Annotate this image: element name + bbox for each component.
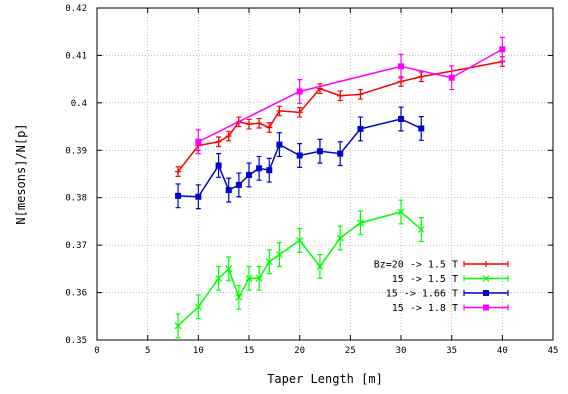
- data-point: [337, 92, 344, 99]
- data-point: [397, 208, 405, 216]
- x-tick-label: 45: [548, 346, 559, 356]
- x-tick-label: 15: [244, 346, 255, 356]
- y-tick-label: 0.38: [65, 194, 87, 204]
- data-point: [296, 236, 304, 244]
- data-point: [246, 121, 252, 128]
- data-point: [256, 120, 263, 127]
- data-point: [296, 109, 303, 116]
- data-point: [296, 152, 303, 159]
- data-point: [175, 168, 182, 175]
- plot-frame: [96, 7, 554, 341]
- data-point: [398, 115, 404, 122]
- data-point: [336, 234, 344, 242]
- legend-line-cap: [463, 304, 509, 311]
- data-point: [316, 148, 323, 155]
- x-tick-label: 25: [345, 346, 356, 356]
- data-point: [398, 63, 404, 70]
- data-point: [246, 171, 252, 178]
- data-point: [276, 141, 283, 148]
- data-point: [357, 219, 364, 227]
- y-axis-label: N[mesons]/N[p]: [14, 123, 28, 224]
- data-point: [275, 251, 283, 259]
- data-point: [245, 274, 253, 282]
- data-point: [195, 138, 202, 145]
- y-tick-label: 0.42: [65, 4, 87, 14]
- data-point: [483, 261, 489, 267]
- data-point: [499, 46, 506, 53]
- axis-ticks: 0 5 10 15 20 25 30 35 40 45 0.35 0.36 0.37 0.38 0.39 0.…: [65, 4, 558, 356]
- x-tick-label: 30: [396, 346, 407, 356]
- data-point: [215, 162, 222, 169]
- series-2: [174, 199, 425, 339]
- legend-label: 15 -> 1.66 T: [386, 289, 458, 300]
- data-point: [225, 133, 232, 140]
- x-tick-label: 0: [94, 346, 99, 356]
- data-point: [175, 192, 182, 199]
- data-point: [225, 187, 232, 194]
- data-point: [215, 274, 223, 282]
- data-point: [235, 293, 243, 301]
- data-point: [265, 258, 273, 266]
- y-tick-label: 0.41: [65, 51, 87, 61]
- y-tick-label: 0.39: [65, 146, 87, 156]
- data-point: [316, 263, 324, 270]
- data-series: [174, 36, 506, 339]
- x-tick-label: 20: [294, 346, 305, 356]
- legend-line-cap: [463, 290, 509, 296]
- data-point: [266, 167, 273, 174]
- data-point: [418, 125, 425, 132]
- x-tick-label: 40: [497, 346, 508, 356]
- data-point: [215, 138, 222, 145]
- legend-label: 15 -> 1.8 T: [392, 303, 458, 314]
- data-point: [482, 275, 490, 282]
- data-point: [337, 150, 344, 157]
- legend-item: 15 -> 1.8 T: [392, 303, 509, 314]
- data-point: [357, 125, 364, 132]
- data-point: [225, 265, 233, 273]
- data-point: [256, 165, 263, 172]
- data-point: [398, 78, 404, 85]
- series-4: [195, 36, 506, 155]
- legend-label: 15 -> 1.5 T: [392, 274, 458, 285]
- legend-item: 15 -> 1.5 T: [392, 274, 509, 285]
- legend-label: Bz=20 -> 1.5 T: [374, 260, 458, 271]
- x-tick-label: 10: [193, 346, 204, 356]
- legend-item: 15 -> 1.66 T: [386, 289, 509, 300]
- data-point: [255, 274, 263, 282]
- series-line: [177, 60, 503, 173]
- data-point: [418, 73, 425, 80]
- y-tick-label: 0.36: [65, 289, 87, 299]
- x-axis-label: Taper Length [m]: [267, 372, 383, 386]
- data-point: [296, 88, 303, 95]
- legend-line-cap: [463, 261, 509, 267]
- x-tick-label: 5: [145, 346, 150, 356]
- y-tick-label: 0.35: [65, 336, 87, 346]
- x-tick-label: 35: [446, 346, 457, 356]
- series-3: [175, 106, 425, 210]
- data-point: [276, 107, 283, 114]
- legend: Bz=20 -> 1.5 T 15 -> 1.5 T 15 -> 1.66 T 15 …: [374, 260, 509, 314]
- legend-item: Bz=20 -> 1.5 T: [374, 260, 509, 271]
- data-point: [194, 303, 202, 311]
- data-point: [357, 91, 364, 98]
- data-point: [195, 193, 202, 200]
- data-point: [174, 322, 182, 330]
- data-point: [266, 124, 273, 131]
- y-tick-label: 0.4: [71, 99, 87, 109]
- data-point: [417, 226, 425, 233]
- data-point: [483, 290, 489, 296]
- data-point: [235, 181, 242, 188]
- legend-line-cap: [463, 275, 509, 282]
- data-point: [483, 304, 489, 311]
- y-tick-label: 0.37: [65, 241, 87, 251]
- data-point: [448, 74, 455, 81]
